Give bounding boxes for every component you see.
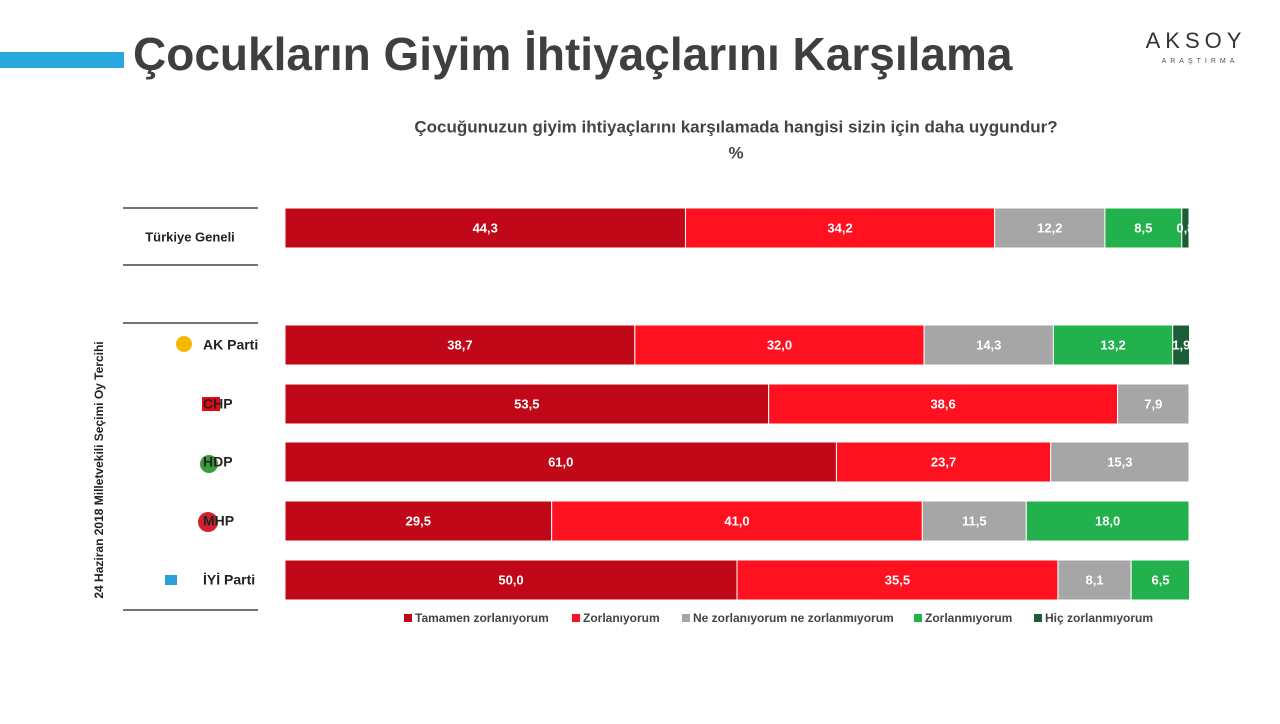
bar-segment — [1172, 324, 1189, 366]
bar-segment — [1181, 207, 1189, 249]
bar-segment — [551, 500, 923, 542]
bar-segment — [923, 324, 1054, 366]
bar-segment — [285, 324, 636, 366]
data-label: 34,2 — [827, 220, 852, 235]
data-label: 44,3 — [473, 220, 498, 235]
plot: 44,3 34,2 12,2 8,5 0,8 38,7 32,0 14,3 13,2 1,9 53,… — [285, 207, 1194, 601]
data-label: 13,2 — [1100, 337, 1125, 352]
data-label: 35,5 — [885, 572, 910, 587]
bar-segment — [285, 207, 686, 249]
legend-label: Tamamen zorlanıyorum — [415, 611, 549, 625]
logo: AKSOY — [1146, 28, 1247, 53]
accent-bar — [0, 52, 124, 68]
data-label: 53,5 — [514, 396, 539, 411]
data-label: 50,0 — [498, 572, 523, 587]
chart-title: Çocukların Giyim İhtiyaçlarını Karşılama — [133, 28, 1013, 80]
bar-segment — [1025, 500, 1189, 542]
data-label: 0,8 — [1176, 220, 1194, 235]
data-label: 29,5 — [406, 513, 431, 528]
data-label: 38,6 — [930, 396, 955, 411]
logo-sub: ARAŞTIRMA — [1162, 58, 1239, 65]
category-label: Türkiye Geneli — [145, 229, 235, 244]
bar-segment — [921, 500, 1027, 542]
unit: % — [728, 143, 743, 162]
bar-segment — [1104, 207, 1183, 249]
legend-swatch — [1034, 614, 1042, 622]
category-label: AK Parti — [203, 337, 258, 353]
data-label: 18,0 — [1095, 513, 1120, 528]
category-label: MHP — [203, 513, 234, 529]
category-label: CHP — [203, 396, 233, 412]
data-label: 15,3 — [1107, 454, 1132, 469]
bar-segment — [285, 383, 770, 425]
data-label: 61,0 — [548, 454, 573, 469]
bar-segment — [1050, 441, 1189, 483]
bar-segment — [835, 441, 1052, 483]
category-label: İYİ Parti — [203, 572, 255, 588]
data-label: 41,0 — [724, 513, 749, 528]
data-label: 23,7 — [931, 454, 956, 469]
data-label: 8,5 — [1134, 220, 1152, 235]
bar-segment — [285, 559, 738, 601]
legend-swatch — [914, 614, 922, 622]
separators — [123, 207, 258, 611]
data-label: 14,3 — [976, 337, 1001, 352]
legend-label: Zorlanıyorum — [583, 611, 660, 625]
legend-label: Zorlanmıyorum — [925, 611, 1012, 625]
data-label: 12,2 — [1037, 220, 1062, 235]
data-label: 8,1 — [1085, 572, 1103, 587]
subtitle: Çocuğunuzun giyim ihtiyaçlarını karşılam… — [414, 117, 1057, 136]
data-label: 1,9 — [1172, 337, 1190, 352]
legend-swatch — [572, 614, 580, 622]
category-label: HDP — [203, 454, 233, 470]
data-label: 6,5 — [1151, 572, 1169, 587]
bar-segment — [285, 500, 553, 542]
legend-label: Hiç zorlanmıyorum — [1045, 611, 1153, 625]
data-label: 38,7 — [447, 337, 472, 352]
bar-segment — [1130, 559, 1189, 601]
bar-segment — [285, 441, 837, 483]
bar-segment — [684, 207, 996, 249]
legend-swatch — [682, 614, 690, 622]
bar-segment — [634, 324, 925, 366]
data-label: 32,0 — [767, 337, 792, 352]
data-label: 7,9 — [1144, 396, 1162, 411]
party-icons — [165, 336, 220, 585]
bar-segment — [768, 383, 1119, 425]
group-label: 24 Haziran 2018 Milletvekili Seçimi Oy T… — [92, 341, 106, 598]
legend-label: Ne zorlanıyorum ne zorlanmıyorum — [693, 611, 894, 625]
legend-swatch — [404, 614, 412, 622]
data-label: 11,5 — [962, 513, 987, 528]
bar-segment — [736, 559, 1059, 601]
bar-segment — [1117, 383, 1189, 425]
